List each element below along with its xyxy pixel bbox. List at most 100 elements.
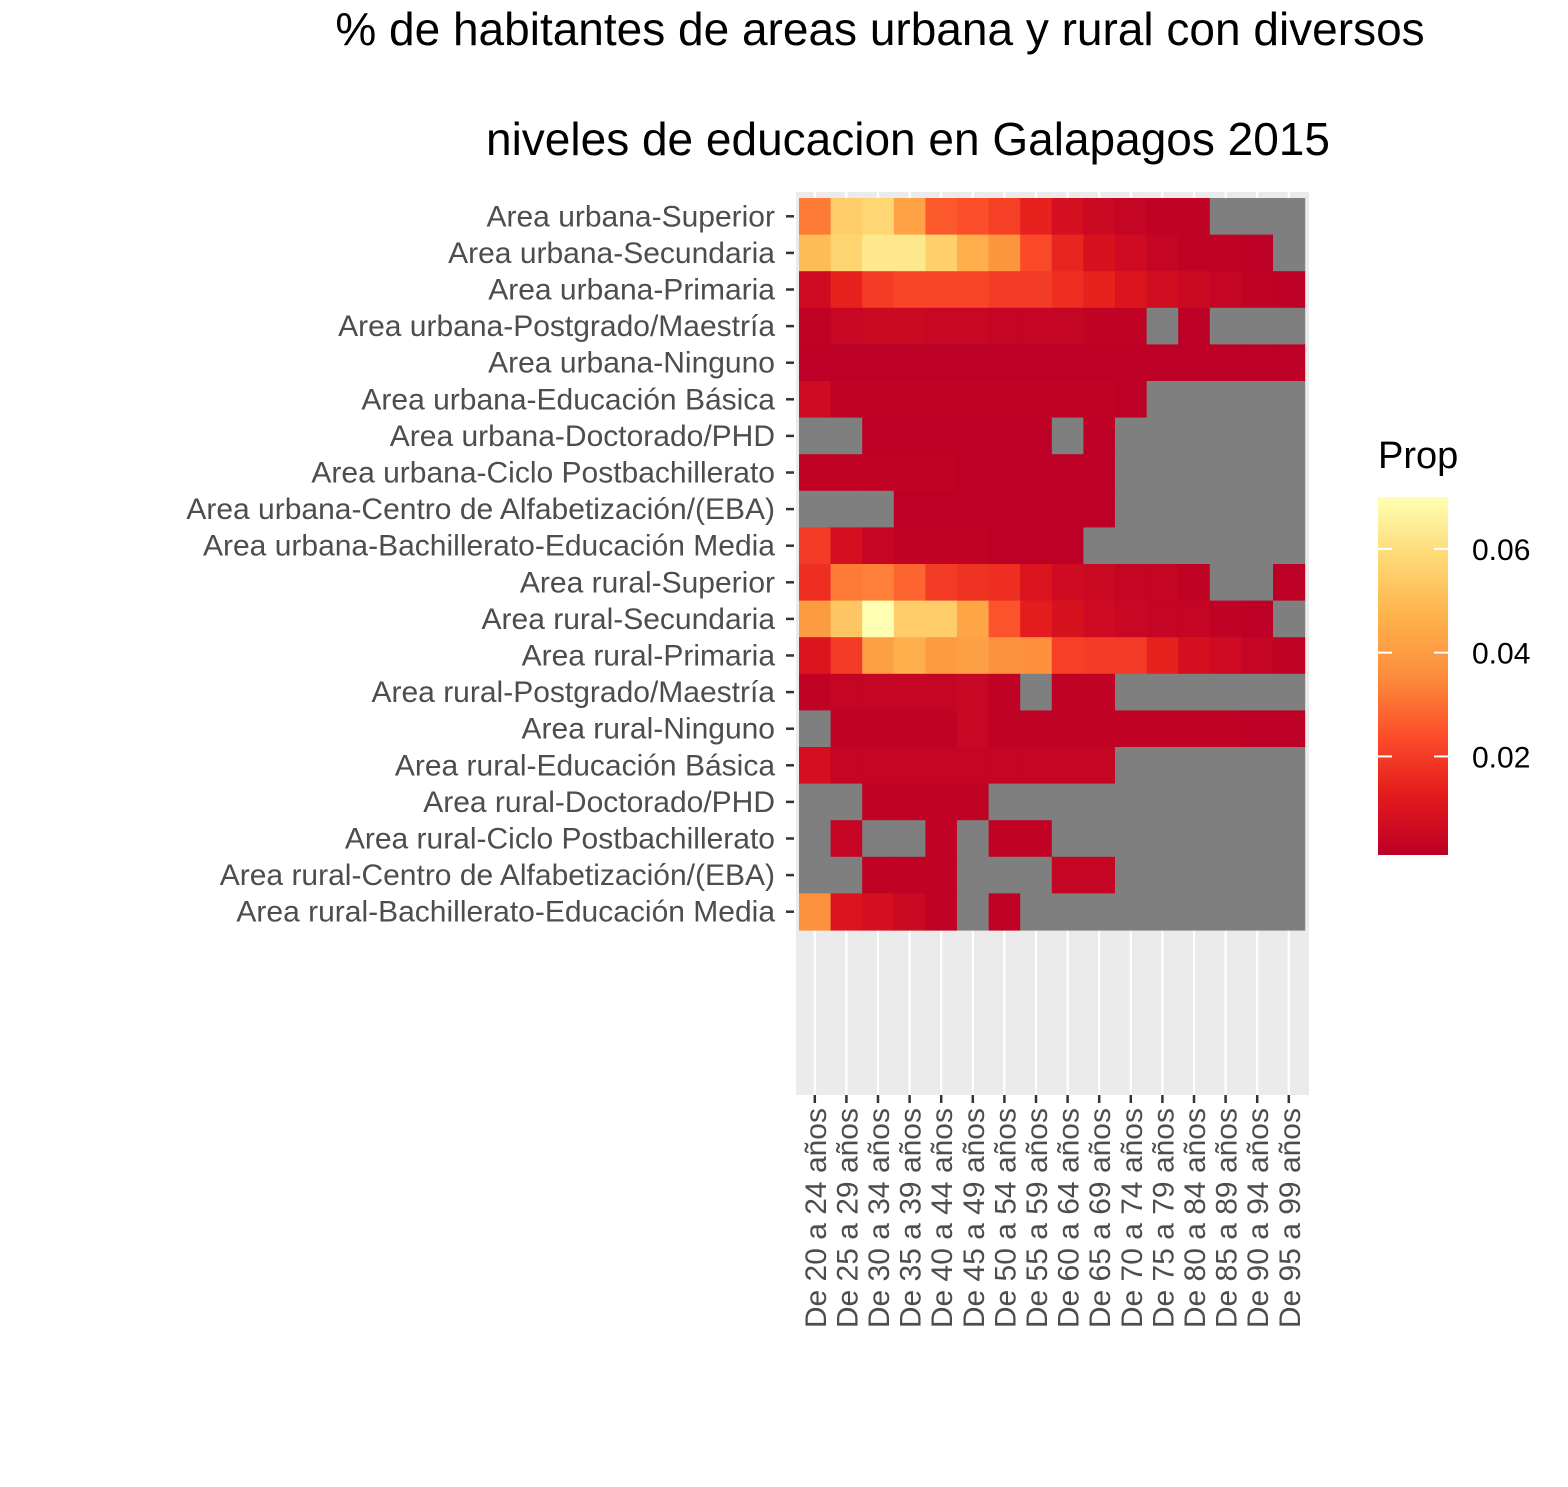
- legend-tick-label: 0.06: [1472, 534, 1530, 567]
- heatmap-cell: [893, 454, 926, 492]
- heatmap-cell: [957, 710, 990, 748]
- heatmap-cell: [1273, 454, 1306, 492]
- heatmap-cell: [830, 527, 863, 565]
- heatmap-cell: [1083, 673, 1116, 711]
- heatmap-cell: [893, 600, 926, 638]
- heatmap-cell: [1115, 454, 1148, 492]
- heatmap-cell: [988, 856, 1021, 894]
- heatmap-cell: [893, 820, 926, 858]
- heatmap-cell: [799, 747, 832, 785]
- heatmap-cell: [862, 564, 895, 602]
- heatmap-cell: [957, 564, 990, 602]
- x-tick-label: De 25 a 29 años: [831, 1108, 864, 1328]
- heatmap-cell: [1178, 820, 1211, 858]
- heatmap-cell: [925, 381, 958, 419]
- heatmap-cell: [1051, 710, 1084, 748]
- heatmap-cell: [1241, 747, 1274, 785]
- y-tick-label: Area rural-Secundaria: [482, 603, 776, 636]
- y-tick-label: Area rural-Primaria: [522, 640, 776, 673]
- heatmap-cell: [957, 527, 990, 565]
- heatmap-cell: [1146, 600, 1179, 638]
- heatmap-cell: [925, 600, 958, 638]
- heatmap-cell: [1273, 271, 1306, 309]
- heatmap-cell: [1273, 564, 1306, 602]
- heatmap-cell: [1051, 893, 1084, 931]
- heatmap-cell: [1115, 747, 1148, 785]
- heatmap-cell: [1146, 381, 1179, 419]
- y-tick-label: Area urbana-Bachillerato-Educación Media: [203, 530, 775, 563]
- heatmap-cell: [1146, 454, 1179, 492]
- heatmap-cell: [957, 344, 990, 382]
- heatmap-cell: [925, 344, 958, 382]
- heatmap-cell: [799, 454, 832, 492]
- heatmap-cell: [1241, 198, 1274, 236]
- heatmap-cell: [925, 673, 958, 711]
- heatmap-cell: [893, 564, 926, 602]
- heatmap-cell: [1241, 417, 1274, 455]
- heatmap-cell: [1273, 820, 1306, 858]
- heatmap-cell: [925, 271, 958, 309]
- heatmap-cell: [1146, 637, 1179, 675]
- heatmap-cell: [1178, 307, 1211, 345]
- heatmap-cell: [1020, 307, 1053, 345]
- heatmap-cell: [1020, 747, 1053, 785]
- heatmap-cell: [1146, 271, 1179, 309]
- heatmap-cell: [1209, 893, 1242, 931]
- heatmap-cell: [1051, 454, 1084, 492]
- heatmap-cell: [1115, 710, 1148, 748]
- heatmap-cell: [1273, 417, 1306, 455]
- heatmap-cell: [988, 820, 1021, 858]
- heatmap-cell: [1178, 856, 1211, 894]
- heatmap-cell: [1083, 820, 1116, 858]
- heatmap-cell: [893, 747, 926, 785]
- heatmap-cell: [1051, 307, 1084, 345]
- heatmap-cell: [799, 417, 832, 455]
- heatmap-cell: [1051, 856, 1084, 894]
- y-tick-label: Area urbana-Ciclo Postbachillerato: [311, 457, 775, 490]
- x-tick-label: De 85 a 89 años: [1211, 1108, 1244, 1328]
- heatmap-cell: [862, 527, 895, 565]
- heatmap-cell: [1146, 856, 1179, 894]
- heatmap-cell: [830, 856, 863, 894]
- heatmap-cell: [893, 271, 926, 309]
- heatmap-cell: [1178, 637, 1211, 675]
- heatmap-cell: [1083, 893, 1116, 931]
- heatmap-cell: [1051, 271, 1084, 309]
- heatmap-cell: [862, 454, 895, 492]
- heatmap-cell: [957, 600, 990, 638]
- heatmap-cell: [830, 820, 863, 858]
- heatmap-cell: [893, 198, 926, 236]
- heatmap-cell: [799, 234, 832, 272]
- y-tick-label: Area rural-Ciclo Postbachillerato: [345, 823, 775, 856]
- heatmap-cell: [830, 600, 863, 638]
- heatmap-cell: [1273, 600, 1306, 638]
- heatmap-cell: [799, 856, 832, 894]
- heatmap-cell: [1083, 454, 1116, 492]
- x-tick-label: De 60 a 64 años: [1053, 1108, 1086, 1328]
- heatmap-cell: [862, 381, 895, 419]
- heatmap-cell: [1209, 271, 1242, 309]
- heatmap-cell: [1115, 820, 1148, 858]
- x-tick-label: De 70 a 74 años: [1116, 1108, 1149, 1328]
- heatmap-cell: [988, 490, 1021, 528]
- heatmap-cell: [1241, 234, 1274, 272]
- heatmap-cell: [1178, 344, 1211, 382]
- heatmap-cell: [1051, 673, 1084, 711]
- heatmap-cell: [1146, 893, 1179, 931]
- heatmap-cell: [1115, 198, 1148, 236]
- heatmap-cell: [1178, 454, 1211, 492]
- heatmap-cell: [893, 893, 926, 931]
- heatmap-cell: [1146, 673, 1179, 711]
- heatmap-cell: [1083, 637, 1116, 675]
- heatmap-cell: [1241, 307, 1274, 345]
- heatmap-cell: [1020, 234, 1053, 272]
- heatmap-cell: [1209, 198, 1242, 236]
- y-tick-label: Area urbana-Ninguno: [488, 347, 775, 380]
- heatmap-cell: [1241, 344, 1274, 382]
- heatmap-cell: [799, 600, 832, 638]
- heatmap-cell: [1209, 527, 1242, 565]
- y-tick-label: Area urbana-Educación Básica: [361, 383, 775, 416]
- heatmap-cell: [1051, 747, 1084, 785]
- x-tick-label: De 50 a 54 años: [989, 1108, 1022, 1328]
